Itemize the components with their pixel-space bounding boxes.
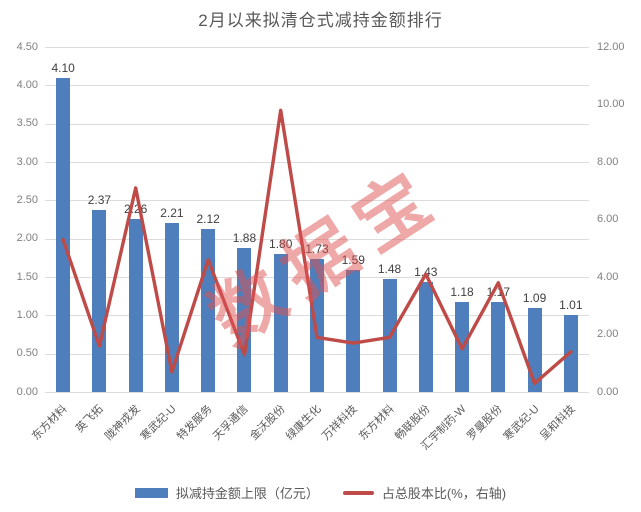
right-axis-tick-label: 8.00	[597, 155, 619, 168]
legend-line-label: 占总股本比(%，右轴)	[381, 486, 507, 501]
bar	[563, 314, 578, 392]
left-axis-tick-label: 0.00	[16, 385, 38, 398]
bar	[455, 301, 470, 392]
legend-bar-swatch-icon	[134, 487, 168, 498]
left-axis-tick-label: 4.50	[16, 40, 38, 53]
left-axis-tick-label: 1.50	[16, 270, 38, 283]
legend-line-swatch-icon	[342, 490, 374, 495]
x-axis-category-label: 特发服务	[175, 403, 215, 443]
left-axis-tick-label: 1.00	[16, 308, 38, 321]
bar	[92, 210, 107, 392]
bar-value-label: 1.43	[414, 265, 438, 280]
right-axis-tick-label: 10.00	[597, 98, 625, 110]
x-axis-category-label: 金沃股份	[247, 403, 288, 443]
bar	[128, 218, 143, 392]
gridline	[45, 392, 589, 393]
x-axis-category-label: 寒武纪-U	[501, 403, 542, 444]
chart-title: 2月以来拟清仓式减持金额排行	[198, 11, 443, 30]
bar	[418, 282, 433, 392]
left-axis-tick-label: 3.00	[16, 155, 38, 168]
right-axis-tick-label: 2.00	[597, 328, 619, 340]
bar	[164, 222, 179, 392]
x-axis-category-label: 寒武纪-U	[138, 403, 179, 444]
right-axis-tick-label: 4.00	[597, 270, 619, 283]
gridline	[45, 47, 589, 48]
gridline	[45, 162, 589, 163]
bar	[527, 308, 542, 392]
x-axis-category-label: 天孚通信	[211, 403, 252, 443]
x-axis-category-label: 东方材料	[356, 403, 397, 443]
legend: 拟减持金额上限（亿元） 占总股本比(%，右轴)	[0, 483, 641, 502]
x-axis-category-label: 呈和科技	[537, 403, 578, 443]
left-axis-tick-label: 2.00	[16, 232, 38, 245]
x-axis-category-label: 绿康生化	[284, 403, 324, 443]
gridline	[45, 123, 589, 125]
gridline	[45, 85, 589, 87]
x-axis-category-label: 罗曼股份	[465, 403, 505, 443]
legend-bar-label: 拟减持金额上限（亿元）	[175, 486, 319, 501]
bar-value-label: 1.01	[559, 297, 583, 312]
bar-value-label: 4.10	[51, 60, 75, 75]
bar-value-label: 2.12	[196, 212, 220, 227]
right-axis-tick-label: 6.00	[597, 213, 619, 225]
left-axis-tick-label: 4.00	[16, 78, 38, 91]
left-axis-tick-label: 2.50	[16, 193, 38, 206]
left-axis-tick-label: 0.50	[16, 347, 38, 360]
bar	[491, 302, 506, 392]
right-axis-tick-label: 12.00	[597, 40, 625, 53]
x-axis-category-label: 陇神戎发	[102, 403, 143, 443]
left-axis-tick-label: 3.50	[16, 117, 38, 130]
x-axis-category-label: 万祥科技	[320, 403, 360, 443]
bar	[56, 77, 71, 392]
bar	[382, 278, 397, 392]
right-axis-tick-label: 0.00	[597, 385, 619, 398]
x-axis-category-label: 东方材料	[30, 403, 70, 443]
